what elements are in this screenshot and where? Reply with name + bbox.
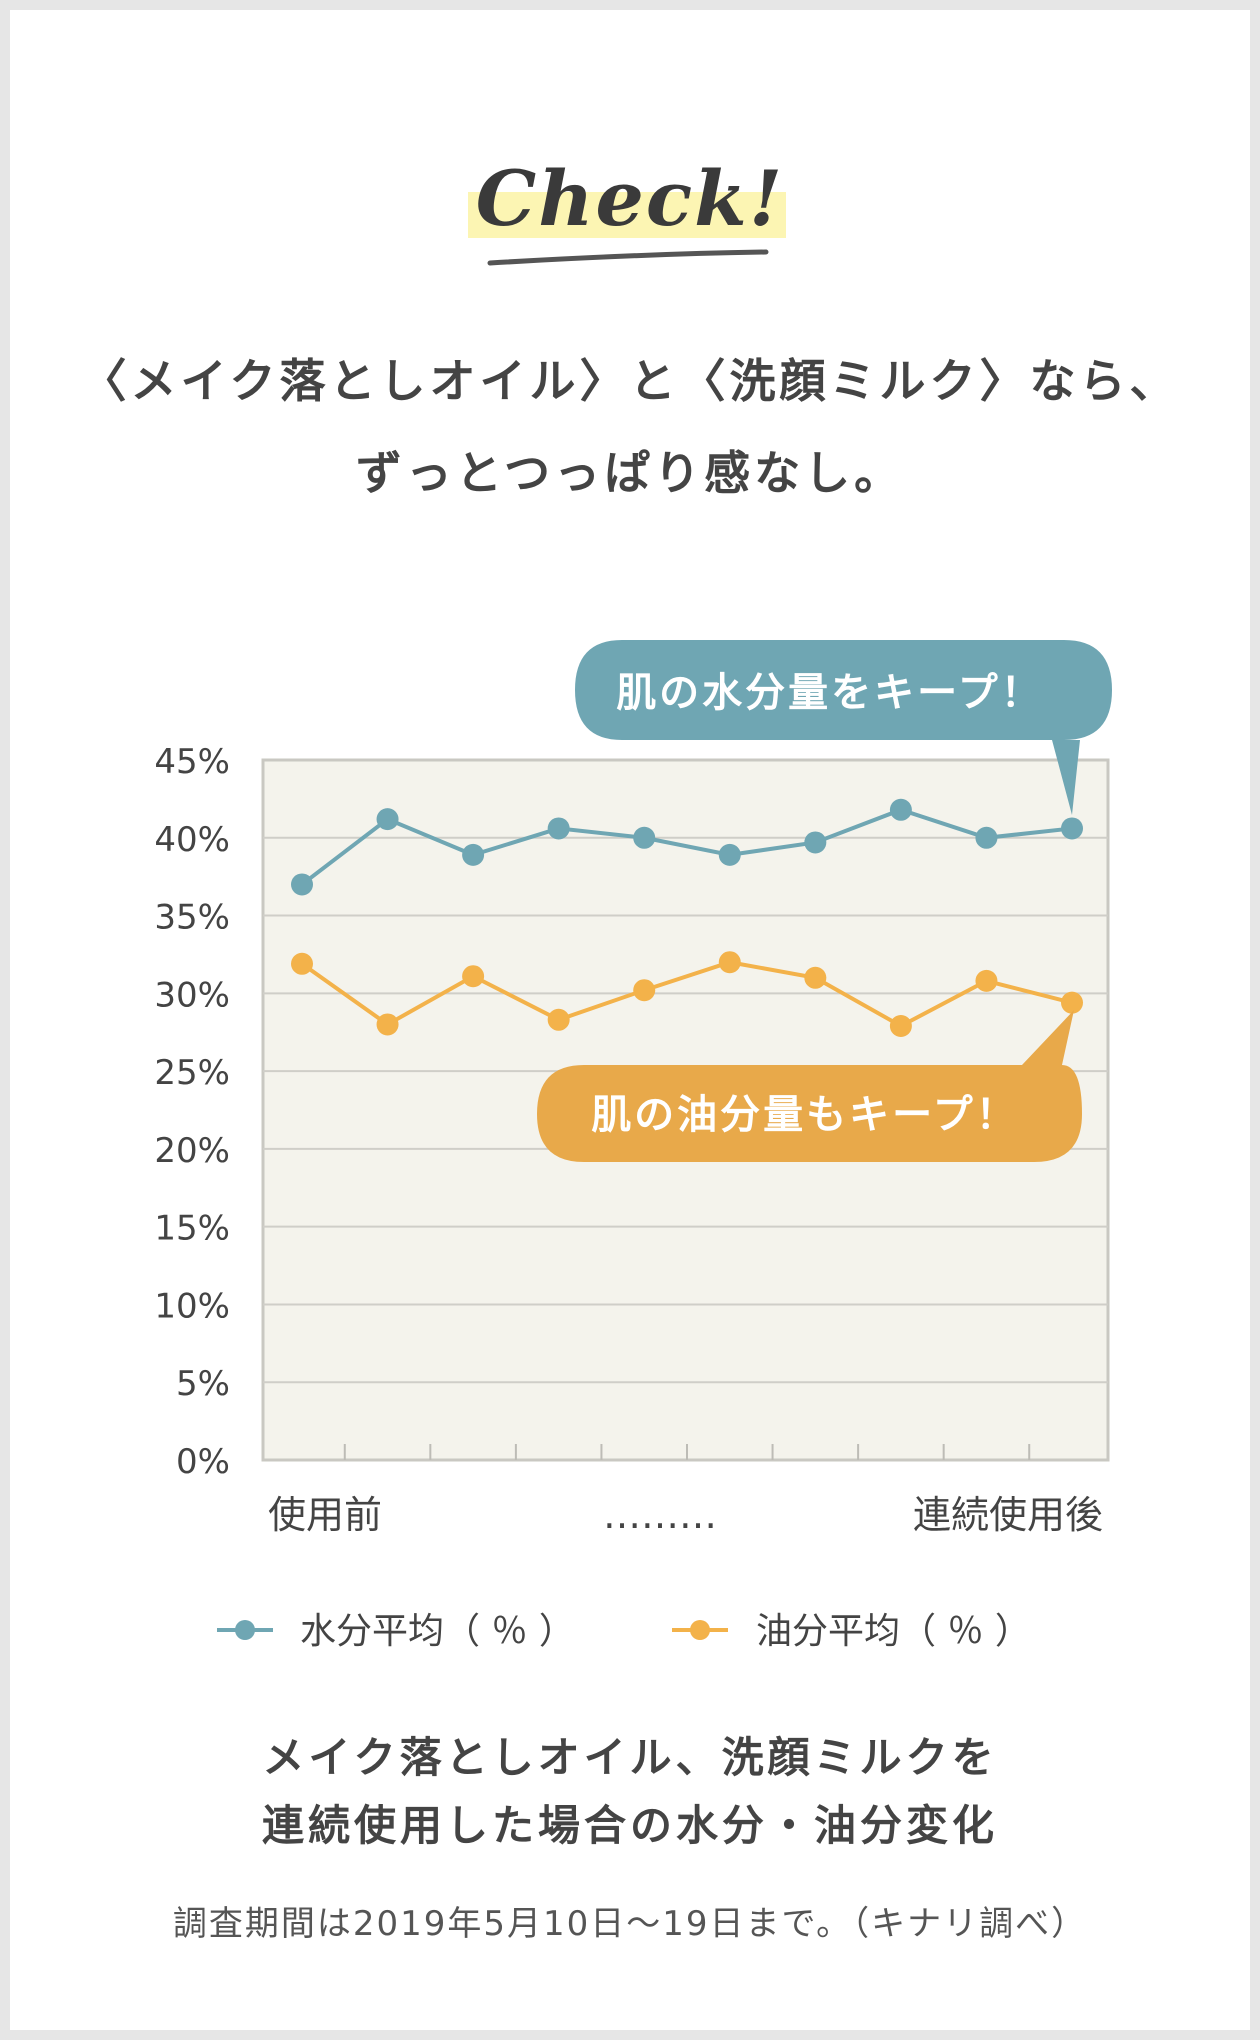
y-tick-label: 15% <box>154 1209 230 1249</box>
y-tick-label: 45% <box>154 742 230 782</box>
series-line-moisture <box>300 807 1073 887</box>
oil-data-point <box>804 966 827 989</box>
check-badge: Check! <box>0 140 1260 280</box>
moisture-data-point <box>547 817 570 840</box>
oil-data-point <box>1061 991 1083 1014</box>
moisture-data-point <box>1061 817 1083 840</box>
moisture-data-point <box>718 843 741 866</box>
legend-oil-label: 油分平均（ ％ ） <box>756 1611 1031 1652</box>
headline-line-1: 〈メイク落としオイル〉と〈洗顔ミルク〉なら、 <box>80 354 1180 408</box>
y-tick-label: 40% <box>154 820 230 860</box>
y-tick-label: 35% <box>154 898 230 938</box>
y-tick-label: 30% <box>154 975 230 1015</box>
moisture-data-point <box>889 798 912 821</box>
oil-data-point <box>975 969 998 992</box>
y-tick-label: 10% <box>154 1286 230 1326</box>
y-tick-label: 0% <box>176 1442 230 1482</box>
legend-moisture-dot <box>235 1620 255 1640</box>
oil-data-point <box>633 979 656 1002</box>
oil-callout-bubble <box>537 1010 1082 1162</box>
y-tick-label: 25% <box>154 1053 230 1093</box>
check-title: Check! <box>475 154 785 243</box>
oil-data-point <box>718 951 741 974</box>
y-tick-label: 20% <box>154 1131 230 1171</box>
check-highlight <box>468 192 786 238</box>
moisture-data-point <box>376 808 399 831</box>
oil-data-point <box>376 1013 399 1036</box>
oil-callout-label: 肌の油分量もキープ！ <box>591 1092 1019 1138</box>
moisture-data-point <box>804 831 827 854</box>
moisture-callout-bubble <box>575 640 1112 815</box>
x-tick-label: 連続使用後 <box>913 1493 1103 1537</box>
line-chart: 0%5%10%15%20%25%30%35%40%45%使用前……… 連続使用後 … <box>154 640 1112 1652</box>
moisture-data-point <box>462 843 485 866</box>
legend-moisture-label: 水分平均（ ％ ） <box>300 1611 575 1652</box>
oil-data-point <box>547 1008 570 1031</box>
moisture-data-point <box>633 826 656 849</box>
series-line-oil <box>300 960 1073 1029</box>
y-tick-label: 5% <box>176 1364 230 1404</box>
legend-oil-dot <box>690 1620 710 1640</box>
chart-legend: 水分平均（ ％ ） 油分平均（ ％ ） <box>217 1611 1031 1652</box>
survey-note: 調査期間は2019年5月10日〜19日まで。（キナリ調べ） <box>172 1904 1088 1944</box>
moisture-callout-label: 肌の水分量をキープ！ <box>616 670 1044 716</box>
moisture-data-point <box>291 873 313 896</box>
oil-data-point <box>291 952 313 975</box>
caption-line-1: メイク落としオイル、洗顔ミルクを <box>262 1733 998 1782</box>
x-tick-label: 使用前 <box>268 1493 382 1537</box>
check-underline <box>487 249 769 266</box>
oil-data-point <box>889 1015 912 1037</box>
caption-line-2: 連続使用した場合の水分・油分変化 <box>261 1801 998 1850</box>
x-tick-label: ……… <box>603 1493 717 1537</box>
moisture-data-point <box>975 826 998 849</box>
oil-data-point <box>462 965 485 988</box>
headline-line-2: ずっとつっぱり感なし。 <box>355 446 905 500</box>
